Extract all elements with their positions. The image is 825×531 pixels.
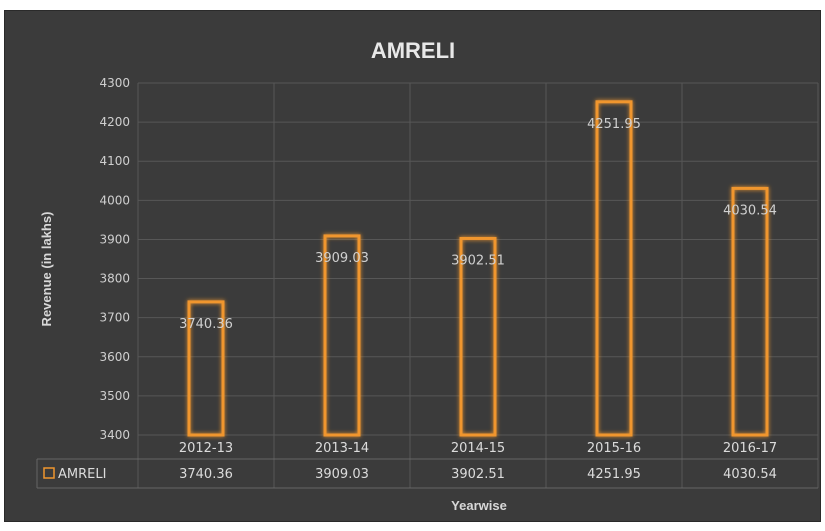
table-value: 4030.54 xyxy=(723,467,777,482)
y-tick-label: 4000 xyxy=(99,193,130,207)
bar xyxy=(459,236,497,437)
x-tick-label: 2014-15 xyxy=(451,441,505,456)
y-tick-label: 3800 xyxy=(99,272,130,286)
table-value: 3909.03 xyxy=(315,467,369,482)
bar xyxy=(323,234,361,437)
table-value: 4251.95 xyxy=(587,467,641,482)
y-tick-label: 3500 xyxy=(99,389,130,403)
chart-frame: AMRELI Revenue (in lakhs) Yearwise 3400 3… xyxy=(4,10,821,522)
data-label: 3902.51 xyxy=(451,253,505,268)
x-tick-label: 2013-14 xyxy=(315,441,369,456)
legend-label: AMRELI xyxy=(58,467,106,482)
table-value: 3902.51 xyxy=(451,467,505,482)
data-label: 4251.95 xyxy=(587,117,641,132)
bar xyxy=(595,100,633,437)
y-tick-label: 4300 xyxy=(99,76,130,90)
y-tick-label: 3600 xyxy=(99,350,130,364)
bar xyxy=(731,186,769,437)
y-axis-label: Revenue (in lakhs) xyxy=(39,212,54,327)
bar xyxy=(187,300,225,437)
table-value: 3740.36 xyxy=(179,467,233,482)
y-tick-label: 4100 xyxy=(99,154,130,168)
x-axis-label: Yearwise xyxy=(451,498,507,513)
y-tick-label: 3900 xyxy=(99,232,130,246)
legend-swatch xyxy=(43,467,55,479)
x-tick-label: 2012-13 xyxy=(179,441,233,456)
data-label: 4030.54 xyxy=(723,203,777,218)
data-label: 3740.36 xyxy=(179,317,233,332)
y-tick-label: 3400 xyxy=(99,428,130,442)
chart-canvas: AMRELI Revenue (in lakhs) Yearwise 3400 3… xyxy=(36,38,819,513)
y-tick-label: 3700 xyxy=(99,311,130,325)
data-label: 3909.03 xyxy=(315,251,369,266)
chart-title: AMRELI xyxy=(371,38,455,63)
x-tick-label: 2016-17 xyxy=(723,441,777,456)
y-tick-label: 4200 xyxy=(99,115,130,129)
x-tick-label: 2015-16 xyxy=(587,441,641,456)
